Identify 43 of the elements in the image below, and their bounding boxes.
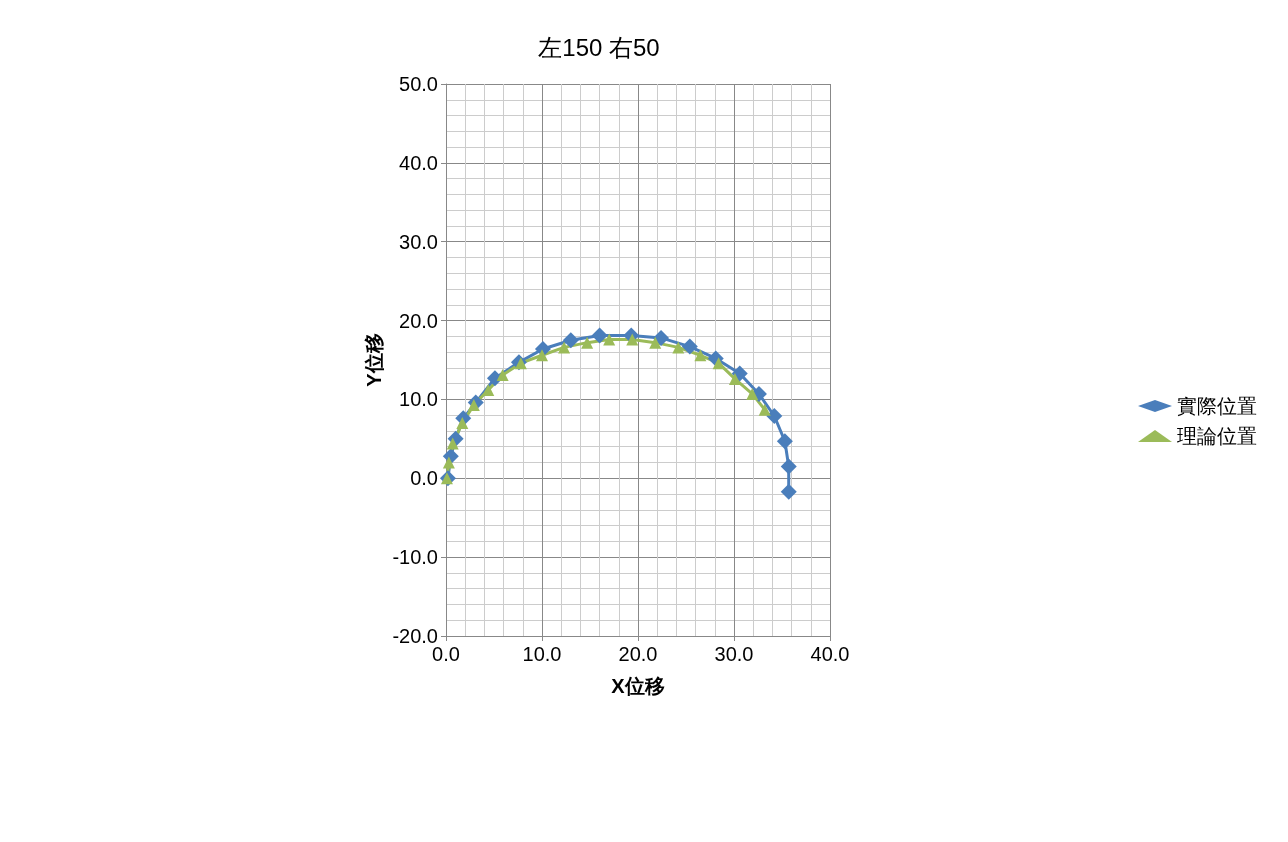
point [681,338,698,355]
legend-label: 理論位置 [1177,425,1257,447]
point [694,349,707,362]
point [746,387,759,400]
y-tick-label: 10.0 [399,388,438,411]
y-axis-title: Y位移 [363,333,385,387]
x-tick-label: 10.0 [522,643,562,665]
point [766,407,783,424]
y-tick-label: 40.0 [399,151,438,174]
y-tick-label: -10.0 [392,546,438,569]
point [603,333,616,346]
point [758,403,771,416]
point [780,483,797,500]
point [496,368,509,381]
point [672,341,685,354]
point [581,336,594,349]
chart-title: 左150 右50 [538,33,660,61]
y-tick-label: 50.0 [399,73,438,95]
point [514,357,527,370]
point [731,365,748,382]
y-tick-label: 30.0 [399,230,438,253]
point [591,327,608,344]
x-axis-title: X位移 [611,675,665,697]
point [776,433,793,450]
point [456,417,469,430]
x-tick-label: 30.0 [714,643,754,665]
legend-label: 實際位置 [1177,395,1257,417]
x-tick-label: 40.0 [810,643,850,665]
point [712,357,725,370]
point [536,349,548,362]
point [442,456,455,469]
point [626,333,639,346]
point [649,336,662,349]
point [467,398,480,411]
y-tick-label: 0.0 [410,467,438,490]
point [558,341,571,354]
point [780,458,797,475]
point [446,437,459,450]
point [728,372,741,385]
x-tick-label: 20.0 [618,643,658,665]
y-tick-label: 20.0 [399,309,438,332]
point [653,329,670,346]
point [562,332,579,349]
